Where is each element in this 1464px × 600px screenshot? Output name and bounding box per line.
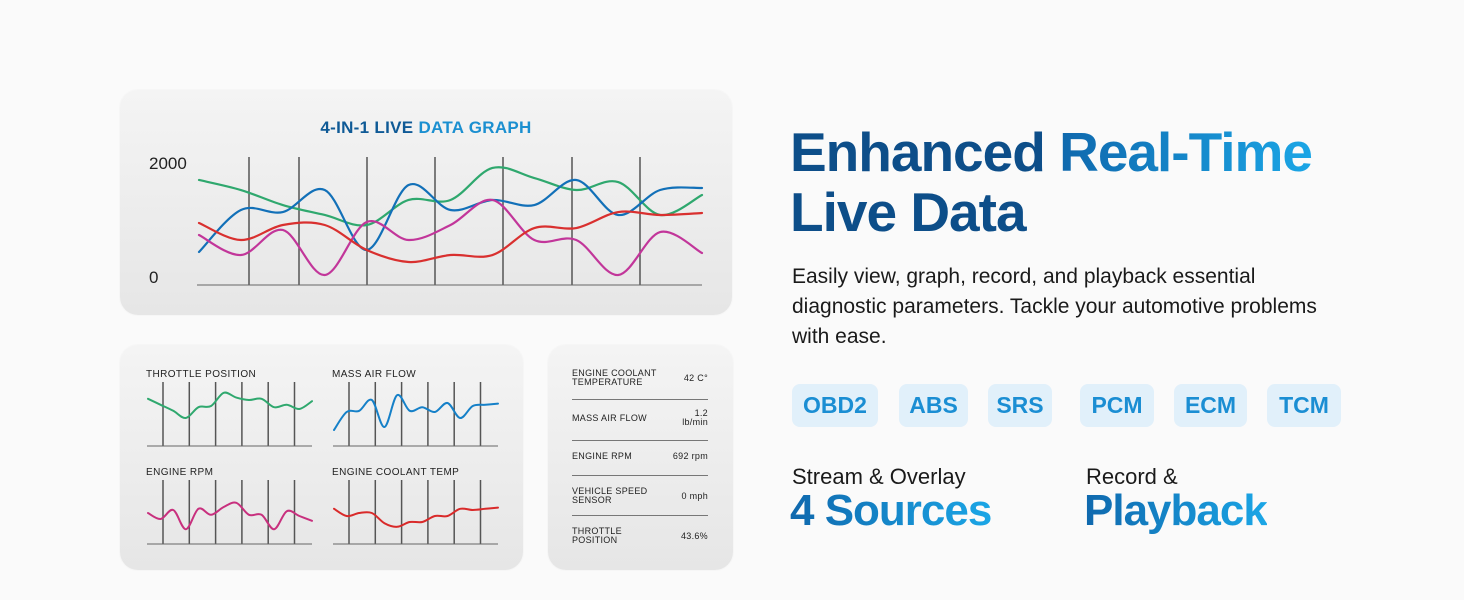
system-chip-pcm: PCM [1080, 384, 1154, 427]
mini-charts [147, 382, 499, 545]
series-line-2 [197, 198, 704, 277]
system-chip-abs: ABS [899, 384, 968, 427]
y-min-label: 0 [149, 268, 159, 287]
system-chip-srs: SRS [988, 384, 1052, 427]
headline: Enhanced Real-Time Live Data [790, 121, 1313, 243]
reading-row: THROTTLE POSITION 43.6% [572, 526, 708, 545]
main-chart [197, 157, 704, 286]
mini-series-line [147, 391, 313, 420]
live-data-graph-panel: 4-IN-1 LIVE DATA GRAPH 2000 0 [120, 90, 732, 315]
mini-graph-label: MASS AIR FLOW [332, 369, 417, 380]
reading-row: MASS AIR FLOW 1.2 lb/min [572, 408, 708, 427]
feature-caption: Record & [1086, 464, 1178, 489]
system-chip-ecm: ECM [1174, 384, 1247, 427]
reading-row: ENGINE COOLANT TEMPERATURE 42 C° [572, 368, 708, 387]
y-max-label: 2000 [149, 154, 187, 173]
divider [572, 515, 708, 516]
mini-series-line [333, 506, 499, 528]
feature-caption: Stream & Overlay [792, 464, 966, 489]
divider [572, 399, 708, 400]
divider [572, 440, 708, 441]
series-line-3 [197, 210, 704, 264]
description: Easily view, graph, record, and playback… [792, 265, 1317, 348]
graph-title: 4-IN-1 LIVE DATA GRAPH [320, 118, 532, 137]
mini-series-line [147, 501, 313, 531]
feature-title: 4 Sources [790, 486, 992, 535]
reading-row: ENGINE RPM 692 rpm [572, 451, 708, 461]
mini-graph-label: THROTTLE POSITION [146, 369, 257, 380]
divider [572, 475, 708, 476]
series-line-0 [197, 166, 704, 227]
reading-row: VEHICLE SPEED SENSOR 0 mph [572, 486, 708, 505]
series-line-1 [197, 178, 704, 254]
mini-graphs-panel: THROTTLE POSITION MASS AIR FLOW ENGINE R… [120, 345, 523, 570]
system-chip-tcm: TCM [1267, 384, 1341, 427]
readings-panel: ENGINE COOLANT TEMPERATURE 42 C° MASS AIR… [548, 345, 733, 570]
mini-graph-label: ENGINE COOLANT TEMP [332, 467, 460, 478]
mini-series-line [333, 394, 499, 431]
mini-graph-label: ENGINE RPM [146, 467, 214, 478]
feature-title: Playback [1084, 486, 1268, 535]
system-chip-obd2: OBD2 [792, 384, 878, 427]
